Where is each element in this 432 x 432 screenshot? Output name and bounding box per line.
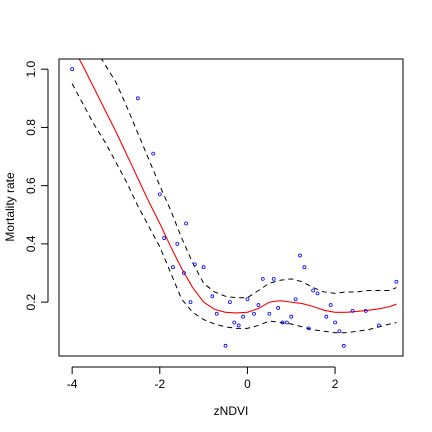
data-point bbox=[328, 303, 333, 307]
data-point bbox=[302, 265, 307, 270]
y-axis: 0.2 0.4 0.6 0.8 1.0 bbox=[24, 61, 49, 310]
data-point bbox=[162, 236, 167, 240]
data-point bbox=[306, 326, 311, 331]
data-point bbox=[245, 297, 250, 302]
data-point bbox=[315, 291, 320, 296]
y-axis-label: Mortality rate bbox=[3, 172, 17, 242]
upper-band-line bbox=[100, 59, 397, 299]
y-tick-label: 0.6 bbox=[24, 177, 38, 194]
data-point bbox=[350, 308, 355, 313]
confidence-bands bbox=[71, 59, 397, 334]
data-point bbox=[188, 300, 193, 305]
fit-line bbox=[78, 59, 397, 314]
data-point bbox=[394, 279, 399, 284]
data-point bbox=[192, 262, 197, 267]
fitted-curve-group bbox=[78, 59, 397, 314]
x-axis: -4 -2 0 2 bbox=[67, 366, 339, 391]
data-point bbox=[267, 311, 272, 316]
data-point bbox=[232, 320, 237, 325]
data-point bbox=[241, 314, 245, 319]
data-point bbox=[337, 329, 342, 334]
data-point bbox=[228, 300, 232, 305]
data-point bbox=[210, 294, 215, 299]
data-point bbox=[376, 323, 381, 328]
data-point bbox=[311, 288, 316, 293]
data-point bbox=[171, 265, 175, 270]
data-point bbox=[276, 306, 281, 310]
data-point bbox=[363, 308, 368, 313]
data-point bbox=[293, 297, 298, 302]
y-tick-label: 0.4 bbox=[24, 235, 38, 252]
y-tick-label: 1.0 bbox=[24, 61, 38, 78]
data-point bbox=[214, 311, 219, 316]
data-points bbox=[70, 67, 399, 348]
data-point bbox=[260, 276, 265, 281]
x-tick-label: 0 bbox=[244, 377, 251, 391]
data-point bbox=[256, 303, 261, 307]
data-point bbox=[284, 320, 289, 325]
data-point bbox=[70, 67, 75, 72]
data-point bbox=[341, 343, 346, 348]
y-tick-label: 0.2 bbox=[24, 293, 38, 310]
x-axis-label: zNDVI bbox=[214, 404, 249, 418]
data-point bbox=[157, 192, 162, 197]
data-point bbox=[324, 314, 329, 319]
data-point bbox=[271, 276, 276, 281]
data-point bbox=[181, 271, 186, 275]
data-point bbox=[236, 323, 241, 328]
data-point bbox=[298, 253, 302, 258]
data-point bbox=[252, 311, 256, 316]
lower-band-line bbox=[71, 83, 397, 334]
data-point bbox=[201, 265, 206, 270]
data-point bbox=[175, 241, 180, 246]
y-tick-label: 0.8 bbox=[24, 119, 38, 136]
data-point bbox=[289, 314, 294, 319]
data-point bbox=[135, 96, 140, 101]
data-point bbox=[184, 221, 188, 226]
data-point bbox=[333, 320, 337, 325]
data-point bbox=[280, 320, 285, 325]
plot-frame bbox=[58, 58, 404, 357]
data-point bbox=[151, 151, 156, 156]
x-tick-label: 2 bbox=[332, 377, 339, 391]
data-point bbox=[223, 343, 228, 348]
x-tick-label: -4 bbox=[67, 377, 78, 391]
x-tick-label: -2 bbox=[154, 377, 165, 391]
